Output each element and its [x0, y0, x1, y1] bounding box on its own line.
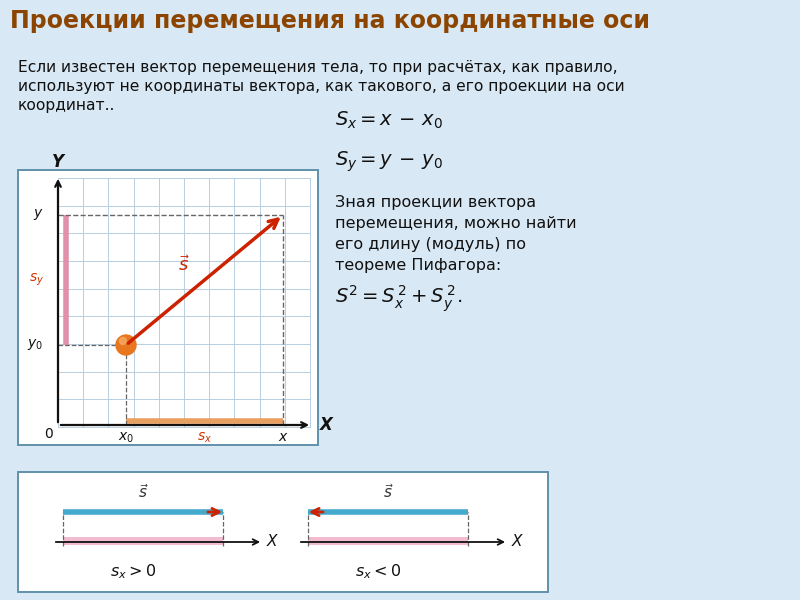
Text: X: X — [320, 416, 333, 434]
Text: $\vec{s}$: $\vec{s}$ — [138, 483, 148, 501]
Text: перемещения, можно найти: перемещения, можно найти — [335, 216, 577, 231]
Bar — [63, 537, 223, 545]
Text: $S_x = x\,-\,x_0$: $S_x = x\,-\,x_0$ — [335, 110, 443, 131]
Text: $s_x > 0$: $s_x > 0$ — [110, 562, 156, 581]
Text: $\vec{s}$: $\vec{s}$ — [382, 483, 394, 501]
Text: $x_0$: $x_0$ — [118, 431, 134, 445]
Text: Если известен вектор перемещения тела, то при расчётах, как правило,: Если известен вектор перемещения тела, т… — [18, 60, 618, 75]
Text: 0: 0 — [44, 427, 53, 441]
Text: теореме Пифагора:: теореме Пифагора: — [335, 258, 502, 273]
Text: $\vec{s}$: $\vec{s}$ — [178, 255, 190, 275]
Circle shape — [116, 335, 136, 355]
Text: координат..: координат.. — [18, 98, 115, 113]
Text: его длину (модуль) по: его длину (модуль) по — [335, 237, 526, 252]
Text: $s_x < 0$: $s_x < 0$ — [355, 562, 401, 581]
Text: $s_y$: $s_y$ — [29, 272, 44, 288]
Text: используют не координаты вектора, как такового, а его проекции на оси: используют не координаты вектора, как та… — [18, 79, 625, 94]
Text: $S^2 = S_x^{\,2} + S_y^{\,2}.$: $S^2 = S_x^{\,2} + S_y^{\,2}.$ — [335, 283, 462, 314]
Text: X: X — [512, 535, 522, 550]
Text: X: X — [267, 535, 278, 550]
Text: $s_x$: $s_x$ — [197, 431, 212, 445]
FancyBboxPatch shape — [18, 170, 318, 445]
Text: $y_0$: $y_0$ — [27, 337, 43, 352]
FancyBboxPatch shape — [18, 472, 548, 592]
Circle shape — [119, 337, 126, 344]
Text: $x$: $x$ — [278, 430, 288, 444]
Text: Зная проекции вектора: Зная проекции вектора — [335, 195, 536, 210]
Text: Y: Y — [52, 153, 64, 171]
Text: $S_y = y\,-\,y_0$: $S_y = y\,-\,y_0$ — [335, 150, 443, 175]
Bar — [308, 537, 468, 545]
Text: Проекции перемещения на координатные оси: Проекции перемещения на координатные оси — [10, 9, 650, 33]
Text: $y$: $y$ — [34, 208, 44, 223]
